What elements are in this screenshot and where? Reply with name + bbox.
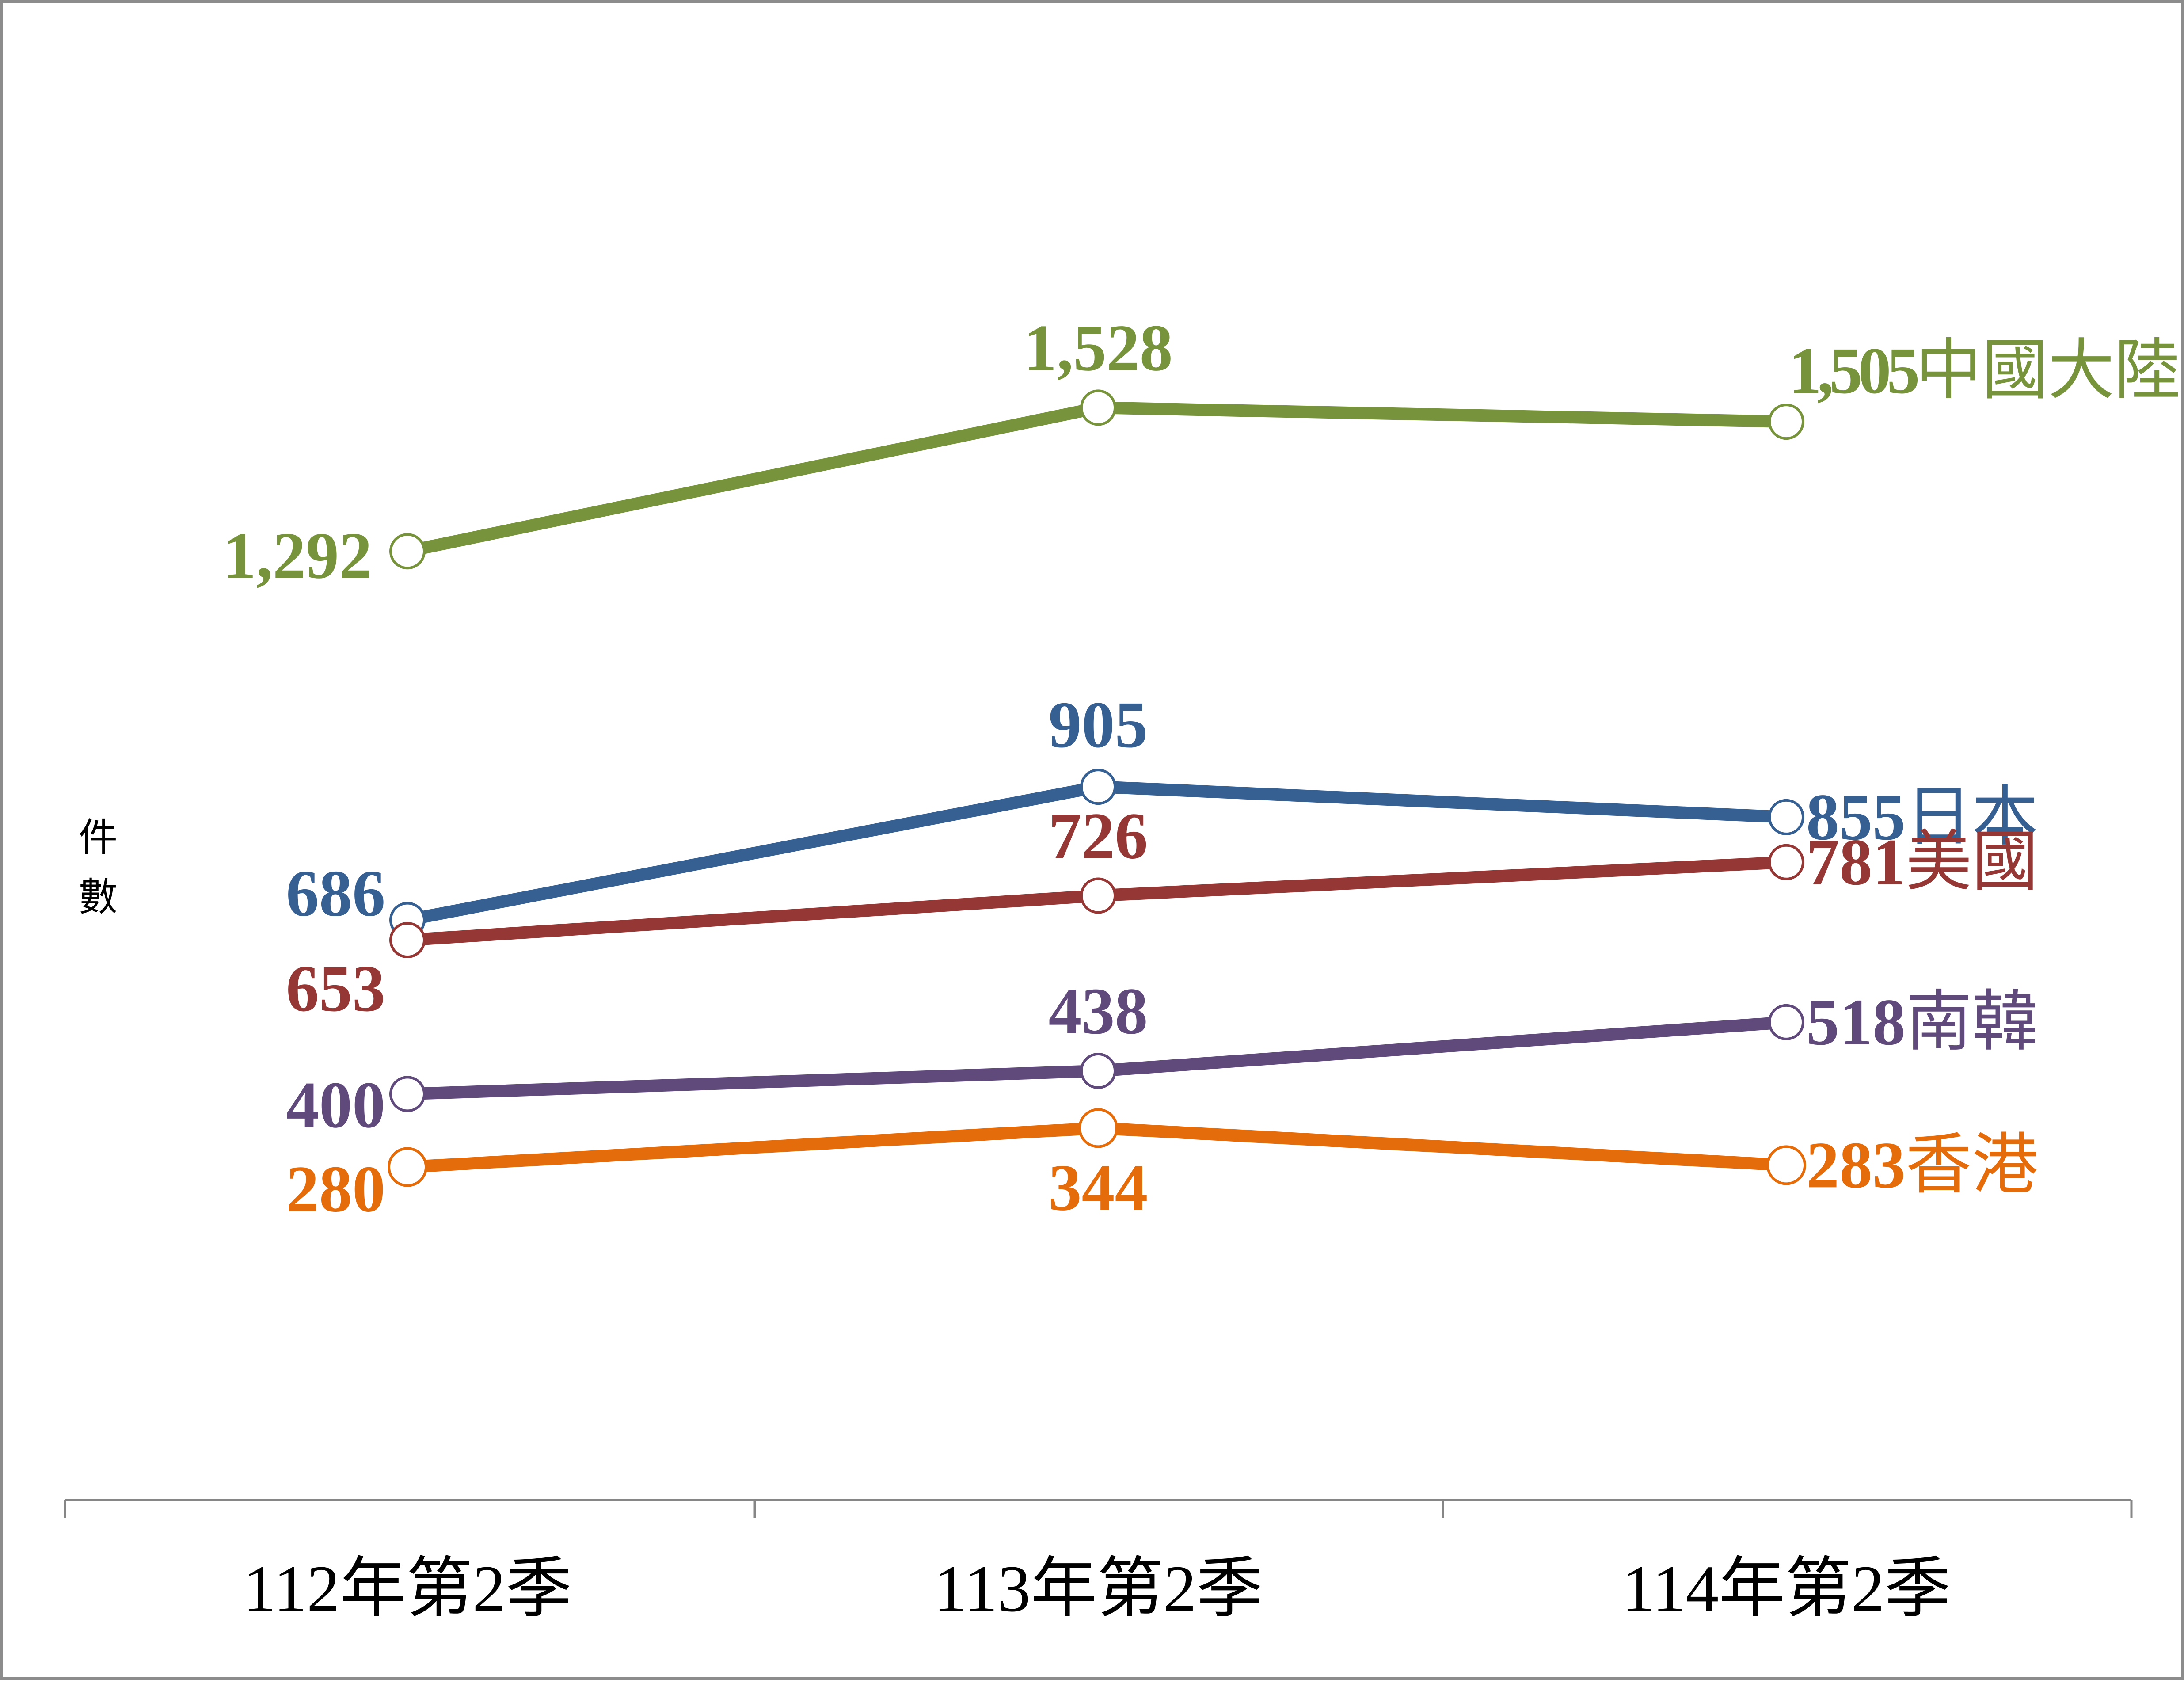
series-2-point-3 — [1768, 799, 1804, 835]
series-5-value-label-1: 280 — [286, 1153, 385, 1226]
series-4-name-label: 南韓 — [1906, 986, 2038, 1059]
series-5-end-label: 283香港 — [1806, 1128, 2038, 1202]
series-2-end-label: 855日本 — [1806, 781, 2038, 854]
series-4-value-label-3: 518 — [1806, 986, 1906, 1059]
series-3-point-3 — [1768, 844, 1804, 880]
series-1-point-2 — [1080, 389, 1116, 426]
series-2-value-label-2: 905 — [1049, 688, 1148, 762]
x-tick-label-2: 113年第2季 — [934, 1552, 1263, 1626]
series-2-point-2 — [1080, 769, 1116, 805]
series-3-name-label: 美國 — [1906, 826, 2038, 899]
x-tick-label-1: 112年第2季 — [243, 1552, 572, 1626]
series-5-point-2 — [1078, 1108, 1118, 1148]
series-3-value-label-1: 653 — [286, 952, 385, 1025]
series-4-point-1 — [389, 1076, 426, 1112]
series-4-point-2 — [1080, 1053, 1116, 1089]
series-3-value-label-3: 781 — [1806, 826, 1906, 899]
series-1-line — [401, 401, 1792, 558]
line-chart: 112年第2季 113年第2季 114年第2季 1,292 1,528 1,505中國大陸… — [64, 311, 2181, 1626]
series-4-point-3 — [1768, 1004, 1804, 1040]
series-1-value-label-1: 1,292 — [223, 519, 373, 592]
series-1-end-label: 1,505中國大陸 — [1788, 334, 2181, 407]
series-1-value-label-2: 1,528 — [1024, 311, 1173, 385]
series-5-point-1 — [388, 1147, 427, 1187]
x-tick-label-3: 114年第2季 — [1622, 1552, 1951, 1626]
series-2-name-label: 日本 — [1906, 781, 2038, 854]
series-2-value-label-1: 686 — [286, 857, 385, 930]
series-1-point-3 — [1768, 404, 1804, 440]
series-4-end-label: 518南韓 — [1806, 986, 2038, 1059]
series-5-name-label: 香港 — [1906, 1128, 2038, 1202]
y-axis-label: 件 數 — [69, 807, 127, 927]
series-5-value-label-2: 344 — [1049, 1151, 1148, 1224]
series-3-value-label-2: 726 — [1049, 800, 1148, 873]
series-5-point-3 — [1766, 1145, 1806, 1185]
series-1-value-label-3: 1,505 — [1788, 334, 1918, 407]
series-4-value-label-2: 438 — [1049, 975, 1148, 1048]
series-1-name-label: 中國大陸 — [1916, 334, 2181, 407]
series-1-point-1 — [389, 533, 426, 570]
series-4-value-label-1: 400 — [286, 1068, 385, 1142]
y-axis-label-char-2: 數 — [78, 874, 118, 920]
series-5-value-label-3: 283 — [1806, 1128, 1906, 1202]
series-2-value-label-3: 855 — [1806, 781, 1906, 854]
y-axis-label-char-1: 件 — [78, 815, 118, 860]
series-3-point-2 — [1080, 877, 1116, 914]
series-3-end-label: 781美國 — [1806, 826, 2038, 899]
series-3-point-1 — [389, 922, 426, 959]
